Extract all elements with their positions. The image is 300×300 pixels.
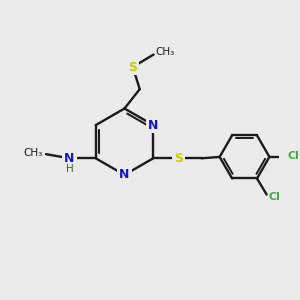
Text: N: N: [64, 152, 75, 165]
Text: H: H: [66, 164, 73, 173]
Text: N: N: [148, 118, 158, 132]
Text: Cl: Cl: [268, 192, 280, 202]
Text: S: S: [174, 152, 183, 165]
Text: CH₃: CH₃: [23, 148, 43, 158]
Text: N: N: [119, 168, 130, 182]
Text: Cl: Cl: [287, 152, 299, 161]
Text: CH₃: CH₃: [156, 47, 175, 57]
Text: S: S: [128, 61, 137, 74]
